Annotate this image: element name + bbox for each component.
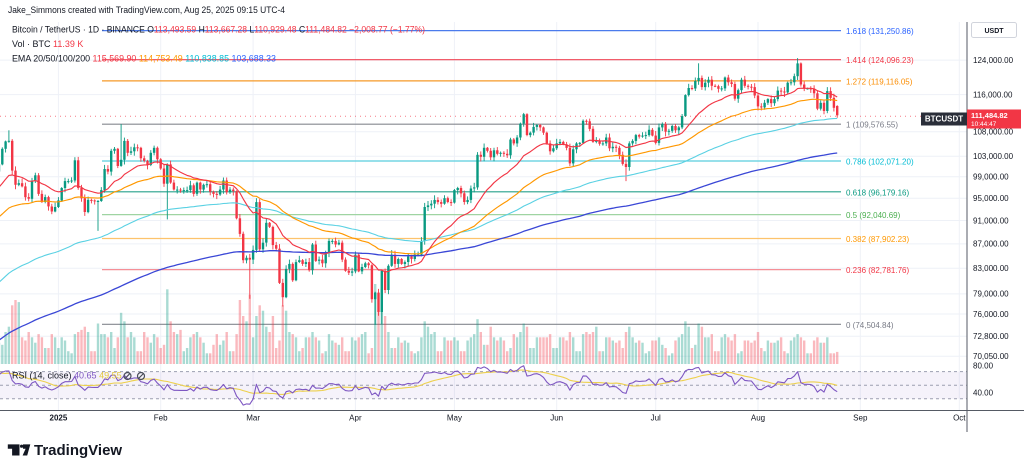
svg-text:1 (109,576.55): 1 (109,576.55) [846, 121, 898, 130]
svg-text:40.00: 40.00 [973, 389, 994, 398]
svg-text:RSI (14, close) 40.65 49.55: RSI (14, close) 40.65 49.55 [12, 371, 122, 381]
svg-text:0.618 (96,179.16): 0.618 (96,179.16) [846, 188, 909, 197]
svg-text:BTCUSDT: BTCUSDT [925, 115, 963, 124]
svg-text:Sep: Sep [853, 414, 868, 423]
svg-text:1.272 (119,116.05): 1.272 (119,116.05) [846, 77, 913, 86]
svg-text:Bitcoin / TetherUS · 1D · BINA: Bitcoin / TetherUS · 1D · BINANCE O113,4… [12, 25, 425, 35]
svg-text:103,000.00: 103,000.00 [973, 152, 1014, 161]
svg-text:Jun: Jun [550, 414, 563, 423]
svg-text:1.618 (131,250.86): 1.618 (131,250.86) [846, 27, 914, 36]
svg-text:83,000.00: 83,000.00 [973, 264, 1009, 273]
svg-text:0.236 (82,781.76): 0.236 (82,781.76) [846, 266, 909, 275]
svg-text:May: May [447, 414, 462, 423]
svg-text:91,000.00: 91,000.00 [973, 216, 1009, 225]
svg-text:Vol · BTC 11.39 K: Vol · BTC 11.39 K [12, 39, 83, 49]
svg-text:99,000.00: 99,000.00 [973, 173, 1009, 182]
svg-text:72,800.00: 72,800.00 [973, 332, 1009, 341]
svg-text:Aug: Aug [751, 414, 765, 423]
svg-text:76,000.00: 76,000.00 [973, 310, 1009, 319]
svg-text:0.382 (87,902.23): 0.382 (87,902.23) [846, 235, 909, 244]
svg-text:USDT: USDT [984, 28, 1004, 35]
svg-text:95,000.00: 95,000.00 [973, 194, 1009, 203]
svg-text:TradingView: TradingView [34, 442, 122, 459]
svg-text:0.5 (92,040.69): 0.5 (92,040.69) [846, 211, 901, 220]
svg-text:87,000.00: 87,000.00 [973, 240, 1009, 249]
svg-text:0.786 (102,071.20): 0.786 (102,071.20) [846, 158, 914, 167]
svg-text:79,000.00: 79,000.00 [973, 290, 1009, 299]
svg-text:0 (74,504.84): 0 (74,504.84) [846, 321, 894, 330]
svg-text:108,000.00: 108,000.00 [973, 128, 1014, 137]
svg-text:Jake_Simmons created with Trad: Jake_Simmons created with TradingView.co… [8, 5, 285, 16]
svg-text:10:44:47: 10:44:47 [971, 121, 997, 128]
svg-text:Mar: Mar [246, 414, 260, 423]
svg-text:116,000.00: 116,000.00 [973, 90, 1013, 99]
svg-text:1.414 (124,096.23): 1.414 (124,096.23) [846, 56, 914, 65]
svg-text:124,000.00: 124,000.00 [973, 56, 1014, 65]
svg-text:2025: 2025 [50, 414, 68, 423]
svg-text:Jul: Jul [651, 414, 661, 423]
svg-text:70,050.00: 70,050.00 [973, 352, 1009, 361]
svg-text:111,484.82: 111,484.82 [971, 111, 1008, 120]
svg-text:Feb: Feb [154, 414, 168, 423]
svg-text:EMA 20/50/100/200 115,569.90 1: EMA 20/50/100/200 115,569.90 114,753.49 … [12, 54, 276, 64]
svg-text:80.00: 80.00 [973, 361, 994, 370]
svg-text:Apr: Apr [349, 414, 362, 423]
svg-text:Oct: Oct [953, 414, 966, 423]
